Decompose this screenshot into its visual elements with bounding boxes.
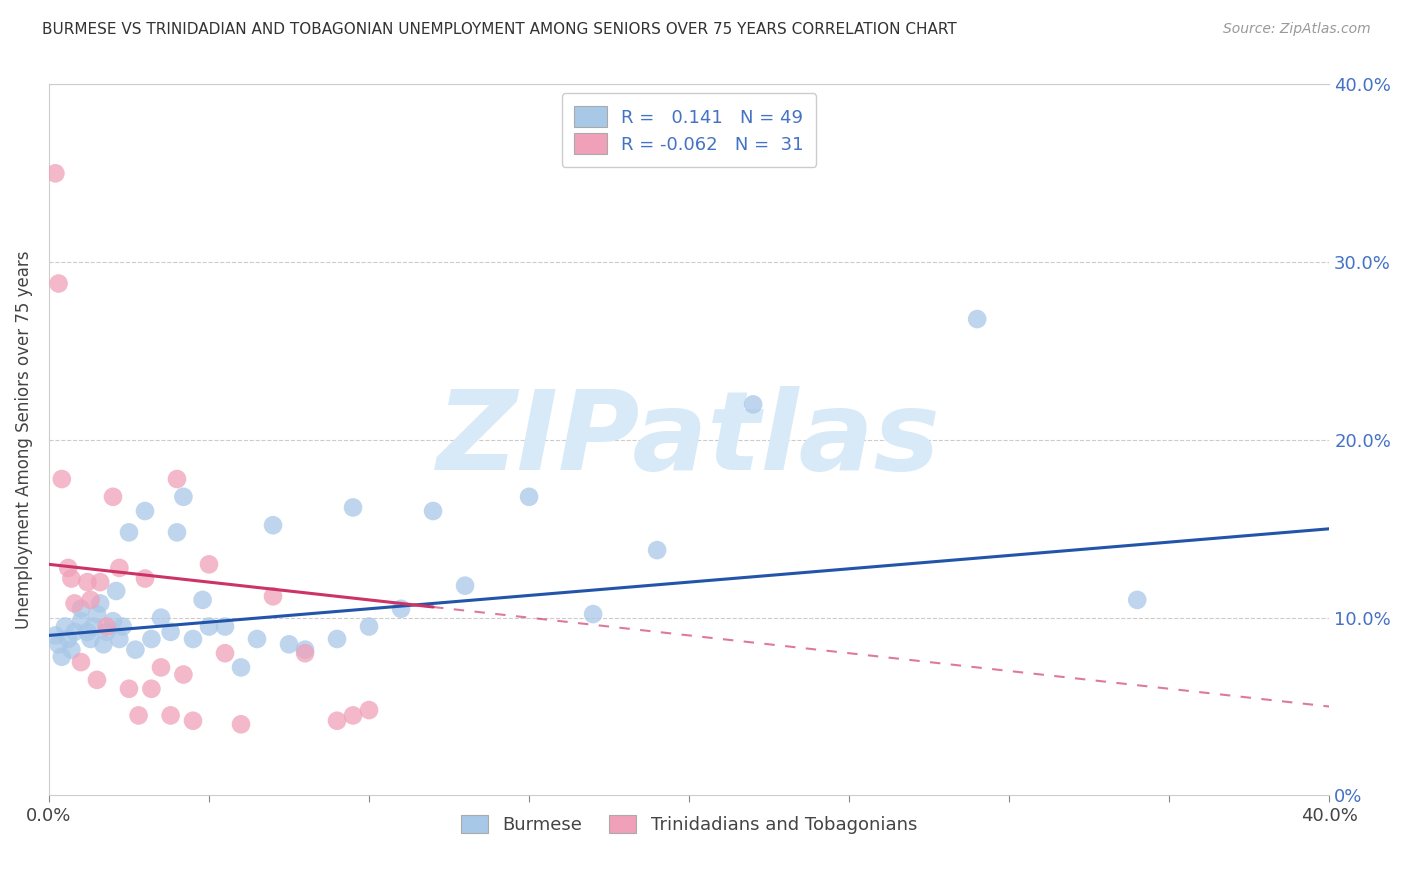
Point [966,312,988,326]
Point [44,628,66,642]
Point [56,632,79,646]
Point [454,579,477,593]
Point [89,575,111,590]
Point [70,601,93,615]
Point [124,642,146,657]
Point [357,619,380,633]
Point [166,525,188,540]
Point [44,166,66,180]
Point [101,490,124,504]
Point [389,601,412,615]
Point [229,660,252,674]
Point [111,619,134,633]
Point [60,572,83,586]
Point [93,637,115,651]
Point [56,561,79,575]
Point [172,490,194,504]
Point [1126,593,1149,607]
Point [51,472,73,486]
Text: ZIPatlas: ZIPatlas [437,386,941,493]
Point [53,619,76,633]
Point [128,708,150,723]
Point [76,575,98,590]
Point [262,590,284,604]
Point [214,619,236,633]
Point [166,472,188,486]
Point [141,681,163,696]
Point [150,660,173,674]
Point [118,681,141,696]
Point [134,504,156,518]
Point [96,619,118,633]
Y-axis label: Unemployment Among Seniors over 75 years: Unemployment Among Seniors over 75 years [15,251,32,629]
Point [172,667,194,681]
Point [86,673,108,687]
Point [262,518,284,533]
Point [422,504,444,518]
Point [141,632,163,646]
Point [326,714,349,728]
Point [150,610,173,624]
Point [181,632,204,646]
Legend: Burmese, Trinidadians and Tobagonians: Burmese, Trinidadians and Tobagonians [451,805,927,843]
Point [83,619,105,633]
Point [108,561,131,575]
Point [96,624,118,639]
Point [198,619,221,633]
Point [108,632,131,646]
Point [214,646,236,660]
Point [342,500,364,515]
Point [51,649,73,664]
Text: Source: ZipAtlas.com: Source: ZipAtlas.com [1223,22,1371,37]
Point [278,637,301,651]
Point [742,397,765,411]
Point [582,607,605,621]
Point [159,708,181,723]
Point [118,525,141,540]
Text: BURMESE VS TRINIDADIAN AND TOBAGONIAN UNEMPLOYMENT AMONG SENIORS OVER 75 YEARS C: BURMESE VS TRINIDADIAN AND TOBAGONIAN UN… [42,22,957,37]
Point [198,558,221,572]
Point [60,642,83,657]
Point [101,614,124,628]
Point [159,624,181,639]
Point [63,624,86,639]
Point [89,597,111,611]
Point [63,597,86,611]
Point [86,607,108,621]
Point [294,642,316,657]
Point [48,637,70,651]
Point [70,614,93,628]
Point [76,624,98,639]
Point [79,632,101,646]
Point [229,717,252,731]
Point [294,646,316,660]
Point [326,632,349,646]
Point [181,714,204,728]
Point [134,572,156,586]
Point [191,593,214,607]
Point [246,632,269,646]
Point [357,703,380,717]
Point [342,708,364,723]
Point [79,593,101,607]
Point [105,584,128,599]
Point [48,277,70,291]
Point [517,490,540,504]
Point [645,543,668,558]
Point [70,655,93,669]
